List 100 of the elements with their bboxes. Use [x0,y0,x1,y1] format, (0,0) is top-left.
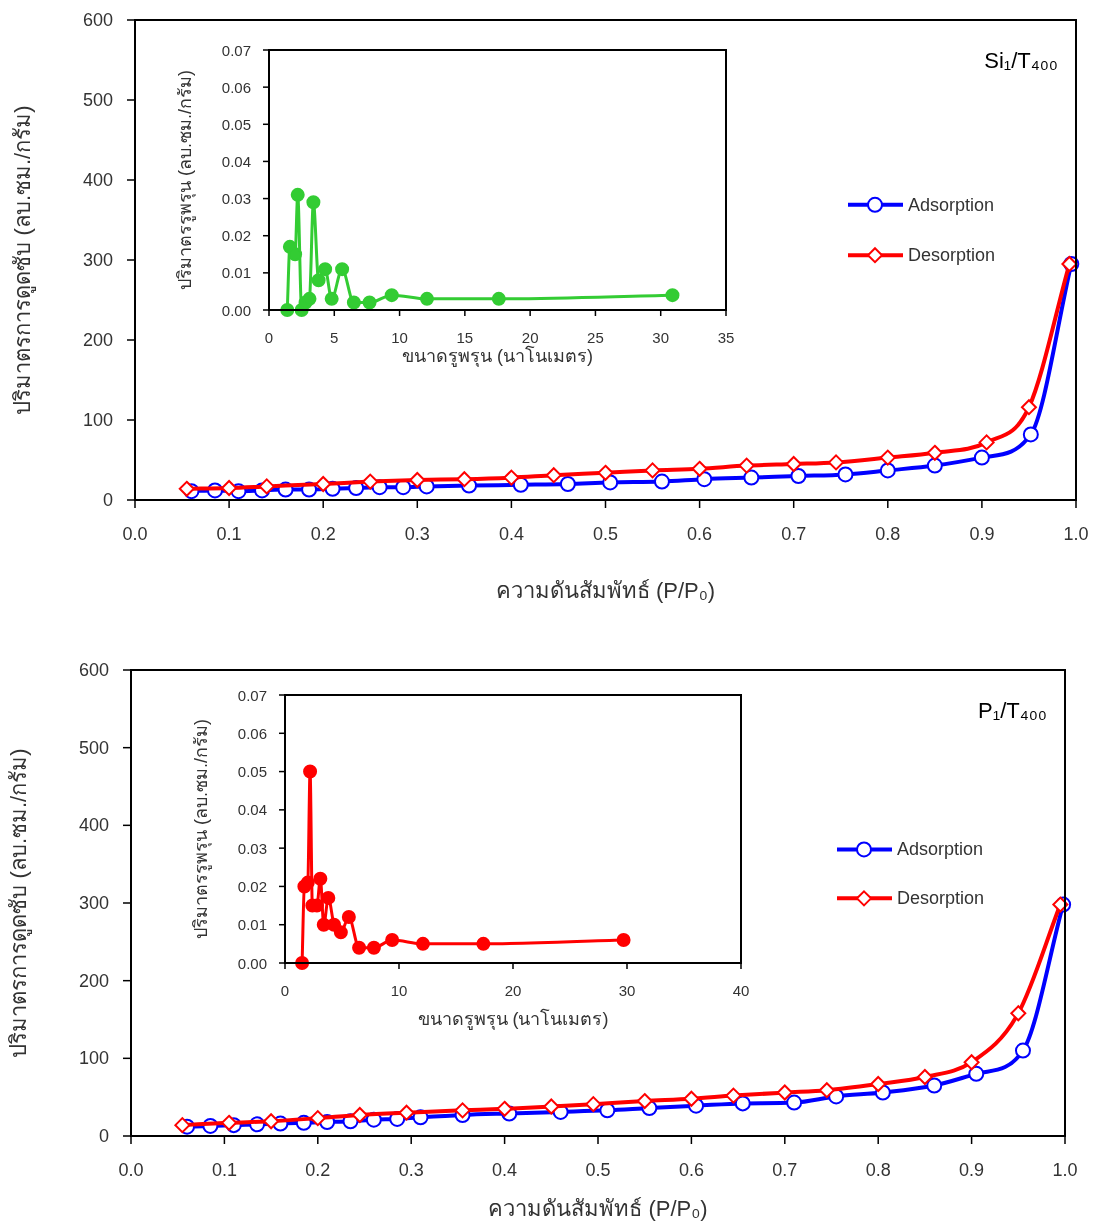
point [1020,399,1037,416]
text: Si₁/T₄₀₀ [984,48,1058,73]
point [362,295,377,310]
y-tick-label: 0.07 [221,41,251,59]
y-tick-label: 0.04 [221,152,251,170]
x-tick-label: 20 [521,329,539,346]
point [309,1110,326,1127]
x-tick-label: 0 [280,982,290,999]
point [696,471,713,488]
point [837,466,854,483]
x-axis-title: ขนาดรูพรุน (นาโนเมตร) [417,1008,609,1030]
point [178,480,195,497]
x-tick-label: 0.3 [398,1160,424,1180]
point [456,471,473,488]
point [879,462,896,479]
y-tick-label: 500 [78,737,109,758]
point [221,1114,238,1131]
point [398,1104,415,1121]
legend-label: Adsorption [897,839,984,860]
y-tick-label: 0.03 [237,839,267,857]
x-axis-title: ขนาดรูพรุน (นาโนเมตร) [402,345,593,367]
x-tick-label: 40 [732,982,750,999]
x-tick-label: 0.4 [492,1160,518,1180]
text: P₁/T₄₀₀ [978,698,1047,723]
x-tick-label: 10 [391,329,408,346]
y-axis-title: ปริมาตรรูพรุน (ลบ.ซม./กรัม) [191,719,212,939]
point [384,288,399,303]
point [288,247,303,262]
point [785,456,802,472]
x-tick-label: 0.0 [122,524,148,544]
x-tick-label: 0.6 [687,524,713,544]
y-axis-title: ปริมาตรรูพรุน (ลบ.ซม./กรัม) [175,70,196,290]
point [743,469,760,486]
x-tick-label: 0.2 [305,1160,331,1180]
point [174,1117,191,1134]
point [963,1054,980,1071]
x-tick-label: 0.0 [118,1160,144,1180]
point [790,468,807,484]
x-tick-label: 0.2 [310,524,336,544]
x-tick-label: 15 [456,329,474,346]
x-tick-label: 30 [618,982,636,999]
point [419,291,434,306]
y-tick-label: 0 [98,1126,109,1146]
point [321,890,336,905]
point [476,936,491,951]
x-tick-label: 10 [390,982,408,999]
point [691,460,708,477]
x-tick-label: 30 [652,329,670,346]
y-tick-label: 300 [78,893,109,913]
point [324,291,339,306]
y-tick-label: 0.07 [237,686,267,704]
point [776,1084,793,1101]
point [302,291,317,306]
point [585,1096,602,1113]
x-tick-label: 25 [587,329,604,346]
x-tick-label: 0.3 [404,524,430,544]
point [616,933,631,948]
point [221,480,238,496]
point [1022,426,1039,443]
y-tick-label: 0.00 [237,954,267,972]
y-tick-label: 0.06 [221,78,251,96]
point [303,764,318,779]
point [738,457,755,474]
point [352,940,367,955]
legend-label: Desorption [897,888,985,909]
point [491,291,506,306]
point [597,464,614,481]
point [870,1075,887,1092]
point [1014,1042,1031,1059]
point [318,262,333,277]
x-tick-label: 0.4 [498,524,524,544]
y-tick-label: 600 [78,660,109,680]
point [926,444,943,461]
x-tick-label: 35 [717,329,735,346]
y-axis-title: ปริมาตรการดูดซับ (ลบ.ซม./กรัม) [10,105,36,415]
y-axis-title: ปริมาตรการดูดซับ (ลบ.ซม./กรัม) [6,748,32,1058]
x-tick-label: 0.1 [216,524,242,544]
point [786,1094,803,1111]
point [315,476,332,492]
y-tick-label: 0 [102,490,113,510]
y-tick-label: 300 [82,250,113,270]
y-tick-label: 100 [82,410,113,430]
y-tick-label: 0.02 [221,227,251,245]
y-tick-label: 600 [82,10,113,30]
point [683,1090,700,1107]
y-tick-label: 0.00 [221,301,251,319]
point [828,454,845,471]
point [916,1068,933,1085]
point [415,936,430,951]
x-tick-label: 0.5 [592,524,619,544]
point [409,472,426,488]
point [559,476,576,492]
x-tick-label: 20 [504,982,522,999]
point [545,467,562,484]
legend-label: Adsorption [908,194,995,215]
y-tick-label: 0.05 [221,115,251,133]
point [665,288,680,303]
x-tick-label: 1.0 [1063,524,1089,544]
point [351,1107,368,1124]
y-tick-label: 0.04 [237,801,267,819]
